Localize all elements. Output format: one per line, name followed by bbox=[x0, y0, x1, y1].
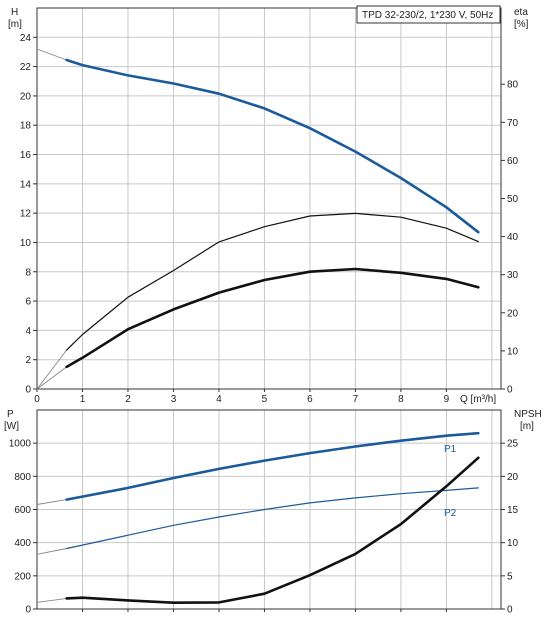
x-axis-tick-label: 2 bbox=[125, 394, 131, 405]
right-axis-tick-label: 5 bbox=[507, 571, 513, 582]
grid bbox=[37, 8, 501, 609]
right-axis-tick-label: 15 bbox=[507, 505, 519, 516]
right-axis-tick-label: 20 bbox=[507, 472, 519, 483]
panel-frames bbox=[36, 7, 502, 610]
left-axis-tick-label: 16 bbox=[20, 150, 32, 161]
p1-extrapolation-line bbox=[36, 499, 67, 505]
eta-axis-unit: [%] bbox=[514, 19, 529, 30]
left-axis-tick-label: 6 bbox=[25, 297, 31, 308]
head-axis-name: H bbox=[11, 7, 18, 18]
left-axis-tick-label: 8 bbox=[25, 267, 31, 278]
left-axis-tick-label: 18 bbox=[20, 121, 32, 132]
left-axis-tick-label: 0 bbox=[25, 385, 31, 396]
left-axis-tick-label: 0 bbox=[25, 605, 31, 616]
right-axis-tick-label: 60 bbox=[507, 156, 519, 167]
plot-frame bbox=[36, 409, 502, 610]
left-axis-tick-label: 1000 bbox=[9, 439, 32, 450]
series-label-p2: P2 bbox=[444, 508, 457, 519]
p2-curve bbox=[65, 487, 479, 550]
left-axis-tick-label: 400 bbox=[14, 538, 31, 549]
x-axis-tick-label: 1 bbox=[80, 394, 86, 405]
left-axis-tick-label: 800 bbox=[14, 472, 31, 483]
chart-title: TPD 32-230/2, 1*230 V, 50Hz bbox=[362, 10, 493, 21]
left-axis-tick-label: 10 bbox=[20, 238, 32, 249]
right-axis-tick-label: 0 bbox=[507, 385, 513, 396]
series-0-extrapolation-line bbox=[36, 48, 67, 61]
series-1-curve bbox=[65, 212, 479, 351]
x-axis-tick-label: 5 bbox=[262, 394, 268, 405]
p2-extrapolation-line bbox=[36, 548, 67, 555]
right-axis-tick-label: 0 bbox=[507, 605, 513, 616]
series-0-curve bbox=[65, 58, 480, 234]
left-axis-tick-label: 20 bbox=[20, 91, 32, 102]
series-label-p1: P1 bbox=[444, 444, 457, 455]
x-axis-tick-label: 0 bbox=[34, 394, 40, 405]
p1-curve bbox=[65, 431, 480, 501]
right-axis-tick-label: 70 bbox=[507, 118, 519, 129]
series-2-extrapolation-line bbox=[36, 366, 67, 390]
right-axis-tick-label: 80 bbox=[507, 80, 519, 91]
left-axis-tick-label: 14 bbox=[20, 179, 32, 190]
chart-title-box bbox=[356, 5, 501, 24]
series-2-curve bbox=[65, 456, 480, 605]
npsh-axis-name: NPSH bbox=[514, 409, 542, 420]
right-axis-tick-label: 25 bbox=[507, 439, 519, 450]
right-axis-tick-label: 50 bbox=[507, 194, 519, 205]
power-axis-unit: [W] bbox=[4, 421, 19, 432]
right-axis-tick-label: 10 bbox=[507, 538, 519, 549]
npsh-axis-unit: [m] bbox=[520, 421, 534, 432]
x-axis-tick-label: 4 bbox=[216, 394, 222, 405]
series-lines bbox=[36, 48, 480, 605]
right-axis-tick-label: 30 bbox=[507, 270, 519, 281]
right-axis-tick-label: 20 bbox=[507, 308, 519, 319]
head-axis-unit: [m] bbox=[8, 19, 22, 30]
left-axis-tick-label: 22 bbox=[20, 62, 32, 73]
right-axis-tick-label: 10 bbox=[507, 346, 519, 357]
series-1-extrapolation-line bbox=[36, 349, 67, 390]
series-2-extrapolation-line bbox=[36, 597, 67, 603]
x-axis-tick-label: 8 bbox=[398, 394, 404, 405]
x-axis-tick-label: 3 bbox=[171, 394, 177, 405]
x-axis-tick-label: 9 bbox=[444, 394, 450, 405]
plot-frame bbox=[36, 7, 502, 390]
left-axis-tick-label: 12 bbox=[20, 209, 32, 220]
left-axis-tick-label: 2 bbox=[25, 355, 31, 366]
flow-axis-label: Q [m³/h] bbox=[460, 394, 496, 405]
left-axis-tick-label: 600 bbox=[14, 505, 31, 516]
right-axis-tick-label: 40 bbox=[507, 232, 519, 243]
eta-axis-name: eta bbox=[514, 7, 528, 18]
power-axis-name: P bbox=[7, 409, 14, 420]
left-axis-tick-label: 4 bbox=[25, 326, 31, 337]
x-axis-tick-label: 6 bbox=[307, 394, 313, 405]
left-axis-tick-label: 24 bbox=[20, 33, 32, 44]
x-axis-tick-label: 7 bbox=[353, 394, 359, 405]
left-axis-tick-label: 200 bbox=[14, 571, 31, 582]
series-2-curve bbox=[65, 267, 480, 369]
